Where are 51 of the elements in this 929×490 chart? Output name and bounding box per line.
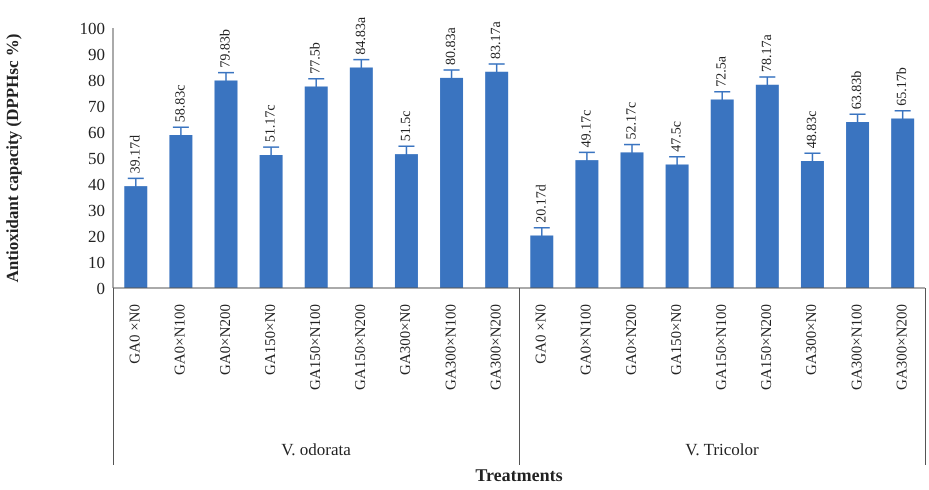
x-tick-label: GA300×N200 <box>488 304 504 390</box>
x-tick-label: GA300×N100 <box>849 304 866 390</box>
x-tick-label: GA300×N100 <box>443 304 460 390</box>
data-label: 20.17d <box>534 184 550 223</box>
data-label: 65.17b <box>895 67 910 106</box>
y-tick-label: 30 <box>88 201 105 220</box>
y-tick-label: 10 <box>88 253 105 272</box>
data-label: 47.5c <box>670 120 685 152</box>
data-label: 80.83a <box>444 26 460 66</box>
data-label: 79.83b <box>218 29 234 68</box>
x-tick-label: GA0×N200 <box>218 304 234 375</box>
y-tick-label: 100 <box>80 19 105 38</box>
y-tick-label: 50 <box>88 149 105 168</box>
y-tick-label: 40 <box>88 175 105 194</box>
data-label: 77.5b <box>308 42 324 74</box>
x-tick-label: GA150×N200 <box>353 304 370 390</box>
data-label: 48.83c <box>804 110 820 148</box>
data-label: 58.83c <box>173 84 188 122</box>
x-tick-label: GA0 ×N0 <box>128 304 144 364</box>
data-label: 39.17d <box>128 134 144 174</box>
x-tick-label: GA300×N0 <box>804 304 820 375</box>
x-tick-label: GA300×N0 <box>398 304 414 375</box>
x-tick-label: GA150×N100 <box>308 304 324 390</box>
y-tick-label: 70 <box>88 97 105 116</box>
data-label: 63.83b <box>850 70 866 110</box>
data-label: 83.17a <box>489 20 504 59</box>
x-tick-label: GA150×N0 <box>668 304 685 375</box>
x-tick-label: GA150×N0 <box>262 304 279 375</box>
text: V. Tricolor <box>684 440 760 460</box>
data-label: 72.5a <box>714 55 730 87</box>
x-tick-label: GA150×N200 <box>759 304 776 390</box>
x-tick-label: GA150×N100 <box>714 304 730 390</box>
data-label: 51.5c <box>398 110 414 142</box>
x-axis-title: Treatments <box>474 464 564 486</box>
data-label: 78.17a <box>760 33 775 72</box>
y-axis-title: Antioxidant capacity (DPPHsc %) <box>3 34 22 282</box>
data-label: 49.17c <box>579 110 594 148</box>
data-label: 51.17c <box>264 104 279 142</box>
text: V. odorata <box>280 440 352 460</box>
y-tick-label: 90 <box>88 45 105 64</box>
data-label: 52.17c <box>624 102 640 140</box>
data-label: 84.83a <box>354 16 369 55</box>
x-tick-label: GA300×N200 <box>894 304 910 390</box>
y-tick-label: 60 <box>88 123 105 142</box>
x-tick-label: GA0×N200 <box>624 304 640 375</box>
y-tick-label: 80 <box>88 71 105 90</box>
x-tick-label: GA0 ×N0 <box>534 304 550 364</box>
y-tick-label: 20 <box>88 227 105 246</box>
y-tick-label: 0 <box>96 279 105 298</box>
x-tick-label: GA0×N100 <box>578 304 595 375</box>
x-tick-label: GA0×N100 <box>172 304 189 375</box>
